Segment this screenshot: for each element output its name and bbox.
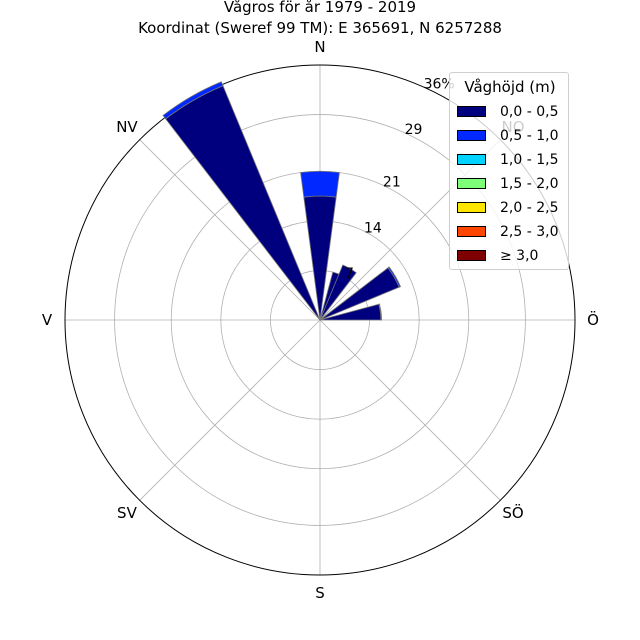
legend-label: 1,0 - 1,5 <box>500 152 559 168</box>
direction-label-Ö: Ö <box>587 310 599 329</box>
bar-sector-5-bin-0 <box>165 85 321 321</box>
bar-sector-0-bin-1 <box>300 170 340 198</box>
legend-label: 0,0 - 0,5 <box>500 104 559 120</box>
radial-tick-label: 29 <box>405 122 423 138</box>
legend-item: ≥ 3,0 <box>450 245 570 267</box>
radial-tick-label: 36% <box>424 76 455 92</box>
spoke-SÖ <box>319 319 501 501</box>
legend-label: 2,0 - 2,5 <box>500 200 559 216</box>
legend-swatch <box>457 178 486 189</box>
radial-tick-label: 7 <box>345 266 354 282</box>
legend-label: 0,5 - 1,0 <box>500 128 559 144</box>
direction-label-SV: SV <box>117 504 138 522</box>
legend-item: 2,0 - 2,5 <box>450 197 570 219</box>
grid-ring-29 <box>114 114 526 526</box>
direction-label-V: V <box>42 311 53 329</box>
bar-sector-4-bin-1 <box>378 303 383 321</box>
bar-sector-5-bin-1 <box>162 81 224 120</box>
legend-label: 2,5 - 3,0 <box>500 224 559 240</box>
legend-label: ≥ 3,0 <box>500 248 539 264</box>
legend-swatch <box>457 130 486 141</box>
radial-tick-label: 14 <box>364 220 382 236</box>
legend-item: 1,5 - 2,0 <box>450 173 570 195</box>
spoke-SV <box>139 319 321 501</box>
direction-label-NV: NV <box>116 118 138 136</box>
legend-swatch <box>457 202 486 213</box>
polar-frame <box>64 64 576 576</box>
legend-label: 1,5 - 2,0 <box>500 176 559 192</box>
direction-label-N: N <box>314 38 325 56</box>
direction-label-SÖ: SÖ <box>502 503 523 522</box>
legend-item: 0,0 - 0,5 <box>450 101 570 123</box>
legend-item: 1,0 - 1,5 <box>450 149 570 171</box>
sector-bars <box>162 81 402 321</box>
bar-sector-3-bin-1 <box>387 266 402 288</box>
radial-tick-label: 21 <box>383 175 401 191</box>
legend-swatch <box>457 226 486 237</box>
legend-item: 0,5 - 1,0 <box>450 125 570 147</box>
direction-label-S: S <box>315 584 325 602</box>
legend-item: 2,5 - 3,0 <box>450 221 570 243</box>
legend-swatch <box>457 106 486 117</box>
chart-title: Vågros för år 1979 - 2019 <box>223 0 417 16</box>
spoke-NV <box>139 139 321 321</box>
legend-swatch <box>457 154 486 165</box>
legend-title: Våghöjd (m) <box>464 78 556 96</box>
bar-sector-2-bin-0 <box>319 264 357 321</box>
legend: Våghöjd (m) 0,0 - 0,5 0,5 - 1,0 1,0 - 1,5 1… <box>449 72 569 270</box>
legend-swatch <box>457 250 486 261</box>
chart-subtitle: Koordinat (Sweref 99 TM): E 365691, N 62… <box>138 19 502 37</box>
